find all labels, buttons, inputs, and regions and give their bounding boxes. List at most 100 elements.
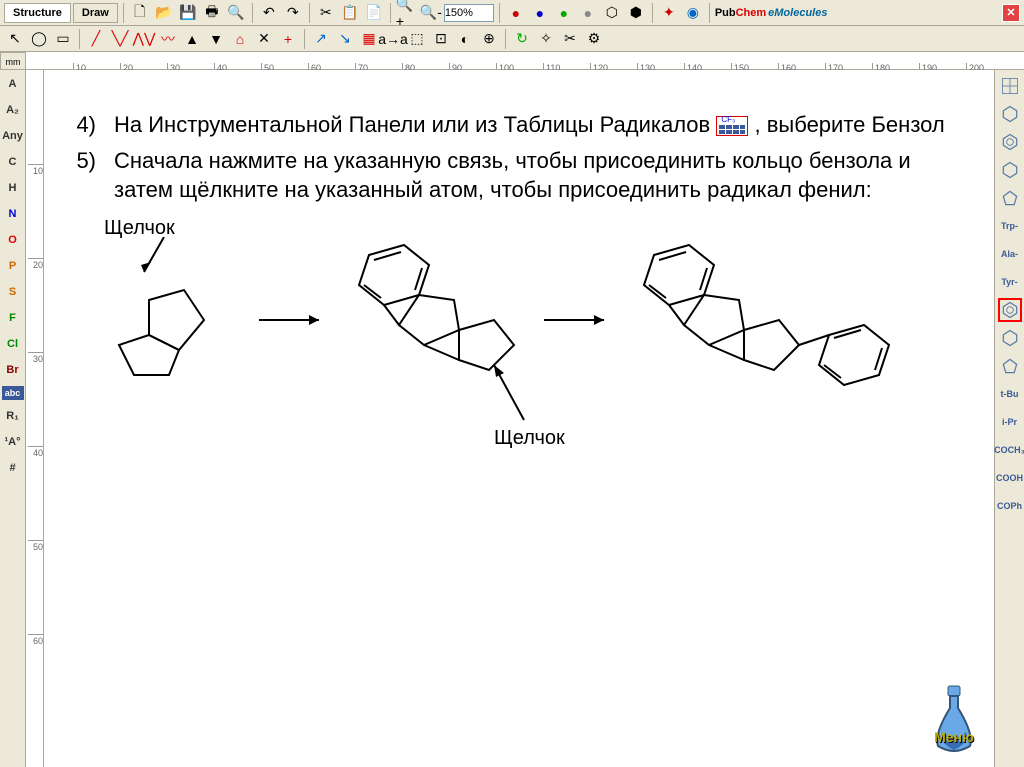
step5-text: Сначала нажмите на указанную связь, чтоб… [114,146,974,205]
template-Trp-[interactable]: Trp- [998,214,1022,238]
bond1-icon[interactable]: ╱ [85,28,107,50]
ruler-unit: mm [0,52,26,70]
home-icon[interactable]: ⌂ [229,28,251,50]
template-hexagon[interactable] [998,102,1022,126]
misc1-icon[interactable]: ⬚ [406,28,428,50]
refresh-icon[interactable]: ↻ [511,28,533,50]
plus-icon[interactable]: + [277,28,299,50]
hash-icon[interactable]: ▼ [205,28,227,50]
zoomout-icon[interactable]: 🔍- [420,2,442,24]
tab-structure[interactable]: Structure [4,3,71,23]
tool-b-icon[interactable]: ◉ [682,2,704,24]
atom-Br[interactable]: Br [3,360,23,380]
atom-¹A°[interactable]: ¹A° [3,432,23,452]
template-COCH₃[interactable]: COCH₃ [998,438,1022,462]
conv-icon[interactable]: a→a [382,28,404,50]
dot1-icon[interactable]: ● [505,2,527,24]
atom-S[interactable]: S [3,282,23,302]
copy-icon[interactable]: 📋 [339,2,361,24]
emolecules-logo[interactable]: eMolecules [768,7,827,19]
misc4-icon[interactable]: ⊕ [478,28,500,50]
table-icon[interactable]: ▦ [358,28,380,50]
menu-flask[interactable]: Меню [924,684,984,759]
template-benzene-sel[interactable] [998,298,1022,322]
menu-label: Меню [924,729,984,745]
template-Ala-[interactable]: Ala- [998,242,1022,266]
toolbar-main: Structure Draw 🗋 📂 💾 🖶 🔍 ↶ ↷ ✂ 📋 📄 🔍+ 🔍-… [0,0,1024,26]
step4-text: На Инструментальной Панели или из Таблиц… [114,110,974,140]
toolbar-tools: ↖ ◯ ▭ ╱ ╲╱ ⋀⋁ 〰 ▲ ▼ ⌂ ✕ + ↗ ↘ ▦ a→a ⬚ ⊡ … [0,26,1024,52]
dot3-icon[interactable]: ● [553,2,575,24]
misc5-icon[interactable]: ✧ [535,28,557,50]
print-icon[interactable]: 🖶 [201,2,223,24]
new-icon[interactable]: 🗋 [129,2,151,24]
atom-A₂[interactable]: A₂ [3,100,23,120]
cursor-icon[interactable]: ↖ [4,28,26,50]
template-Tyr-[interactable]: Tyr- [998,270,1022,294]
undo-icon[interactable]: ↶ [258,2,280,24]
template-COPh[interactable]: COPh [998,494,1022,518]
template-benzene[interactable] [998,130,1022,154]
misc3-icon[interactable]: ◐ [454,28,476,50]
chain-icon[interactable]: 〰 [157,28,179,50]
atom-#[interactable]: # [3,458,23,478]
bond2-icon[interactable]: ╲╱ [109,28,131,50]
dot4-icon[interactable]: ● [577,2,599,24]
erase-icon[interactable]: ✕ [253,28,275,50]
paste-icon[interactable]: 📄 [363,2,385,24]
misc2-icon[interactable]: ⊡ [430,28,452,50]
step5-number: 5) [74,146,114,205]
zoomin-icon[interactable]: 🔍+ [396,2,418,24]
template-panel: Trp- Ala- Tyr-t-Bu i-Pr COCH₃ COOH COPh [994,70,1024,767]
template-grid[interactable] [998,74,1022,98]
rect-sel-icon[interactable]: ▭ [52,28,74,50]
misc7-icon[interactable]: ⚙ [583,28,605,50]
misc6-icon[interactable]: ✂ [559,28,581,50]
template-t-Bu[interactable]: t-Bu [998,382,1022,406]
wedge-icon[interactable]: ▲ [181,28,203,50]
click-label-2: Щелчок [494,425,565,452]
template-i-Pr[interactable]: i-Pr [998,410,1022,434]
template-pent2[interactable] [998,354,1022,378]
atom-N[interactable]: N [3,204,23,224]
atom-A[interactable]: A [3,74,23,94]
atom-C[interactable]: C [3,152,23,172]
struct-icon[interactable]: ⬡ [601,2,623,24]
nav-arrows [509,741,529,759]
arrow-up-2 [484,355,534,425]
ruler-vertical: 102030405060 [26,70,44,767]
ruler-horizontal: 1020304050607080901001101201301401501601… [26,52,1024,70]
redo-icon[interactable]: ↷ [282,2,304,24]
tool-a-icon[interactable]: ✦ [658,2,680,24]
atom-R₁[interactable]: R₁ [3,406,23,426]
template-hex3[interactable] [998,326,1022,350]
template-COOH[interactable]: COOH [998,466,1022,490]
close-icon[interactable]: ✕ [1002,4,1020,22]
template-pentagon[interactable] [998,186,1022,210]
preview-icon[interactable]: 🔍 [225,2,247,24]
reaction-arrow-2 [544,310,614,330]
template-hex2[interactable] [998,158,1022,182]
cut-icon[interactable]: ✂ [315,2,337,24]
canvas[interactable]: 4) На Инструментальной Панели или из Таб… [44,70,994,767]
lasso-icon[interactable]: ◯ [28,28,50,50]
atom-Any[interactable]: Any [3,126,23,146]
atom-abc[interactable]: abc [2,386,24,400]
bond3-icon[interactable]: ⋀⋁ [133,28,155,50]
save-icon[interactable]: 💾 [177,2,199,24]
dot2-icon[interactable]: ● [529,2,551,24]
tab-draw[interactable]: Draw [73,3,118,23]
atom-H[interactable]: H [3,178,23,198]
atom-O[interactable]: O [3,230,23,250]
struct2-icon[interactable]: ⬢ [625,2,647,24]
atom-F[interactable]: F [3,308,23,328]
zoom-select[interactable] [444,4,494,22]
pubchem-logo[interactable]: PubChem [715,7,766,19]
atom-P[interactable]: P [3,256,23,276]
open-icon[interactable]: 📂 [153,2,175,24]
arrow1-icon[interactable]: ↗ [310,28,332,50]
reaction-diagram: Щелчок [74,215,974,515]
atom-panel: A A₂ Any CHNOPSF Cl Br abc R₁ ¹A° # [0,70,26,767]
arrow2-icon[interactable]: ↘ [334,28,356,50]
atom-Cl[interactable]: Cl [3,334,23,354]
